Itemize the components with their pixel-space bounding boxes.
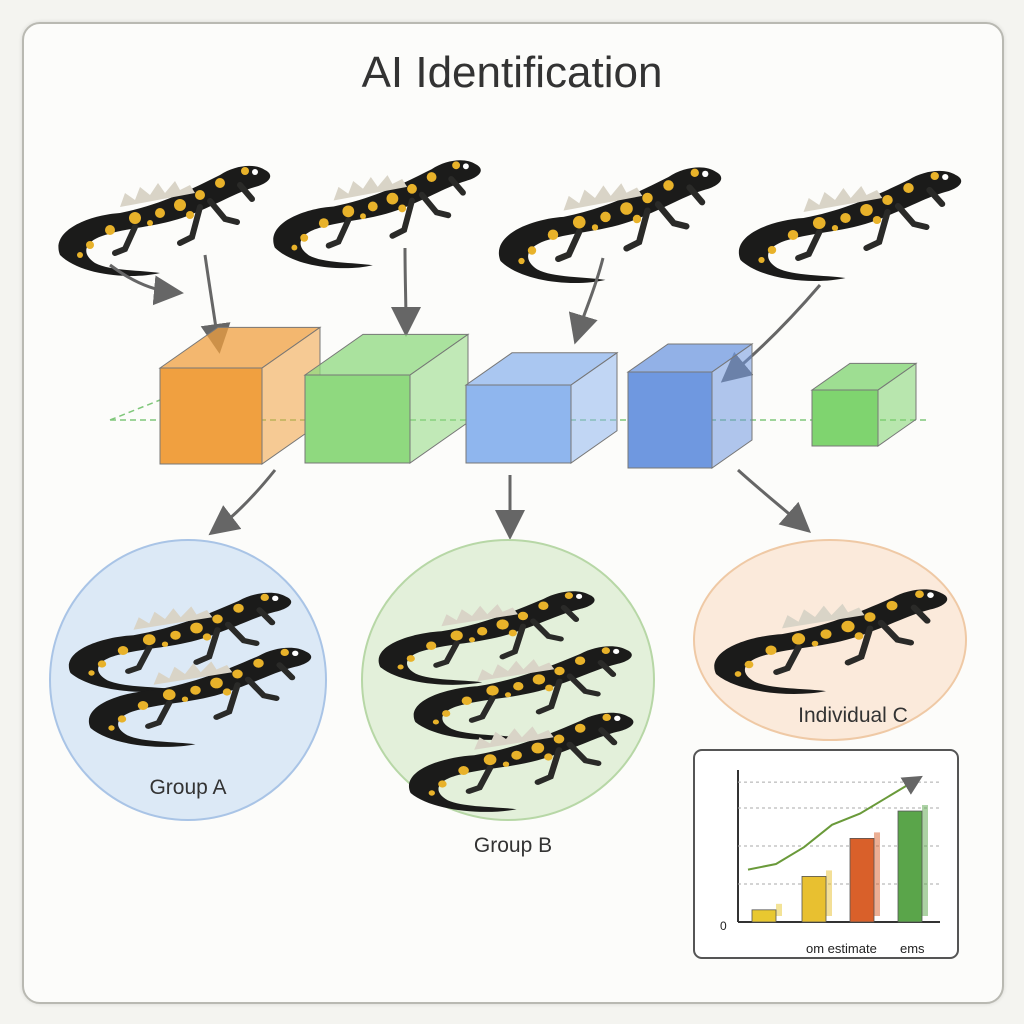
network-block-5	[810, 362, 918, 447]
chart-bar-3	[849, 832, 880, 923]
individual-c-label: Individual C	[798, 704, 908, 727]
chart-bar-1	[751, 903, 782, 923]
inset-chart-x-label-2: ems	[900, 941, 925, 956]
page-title: AI Identification	[361, 48, 663, 97]
chart-bar-2	[801, 870, 832, 923]
input-arrows	[109, 247, 822, 540]
inset-chart-x-label: om estimate	[806, 941, 877, 956]
network-block-2	[303, 333, 470, 464]
inset-chart	[737, 770, 940, 923]
group-a-label: Group A	[149, 776, 227, 799]
neural-network-blocks	[158, 326, 918, 469]
network-block-4	[626, 343, 754, 469]
network-block-1	[158, 326, 322, 465]
salamander-image-2	[273, 160, 481, 268]
chart-bar-4	[897, 805, 928, 923]
salamander-image-3	[499, 167, 721, 283]
salamander-image-1	[58, 166, 270, 276]
inset-chart-frame	[693, 749, 959, 959]
network-block-3	[464, 351, 619, 464]
group-b-label: Group B	[473, 834, 553, 857]
trend-line	[747, 775, 923, 871]
salamander-image-4	[739, 171, 961, 281]
inset-chart-y-tick: 0	[720, 919, 727, 933]
